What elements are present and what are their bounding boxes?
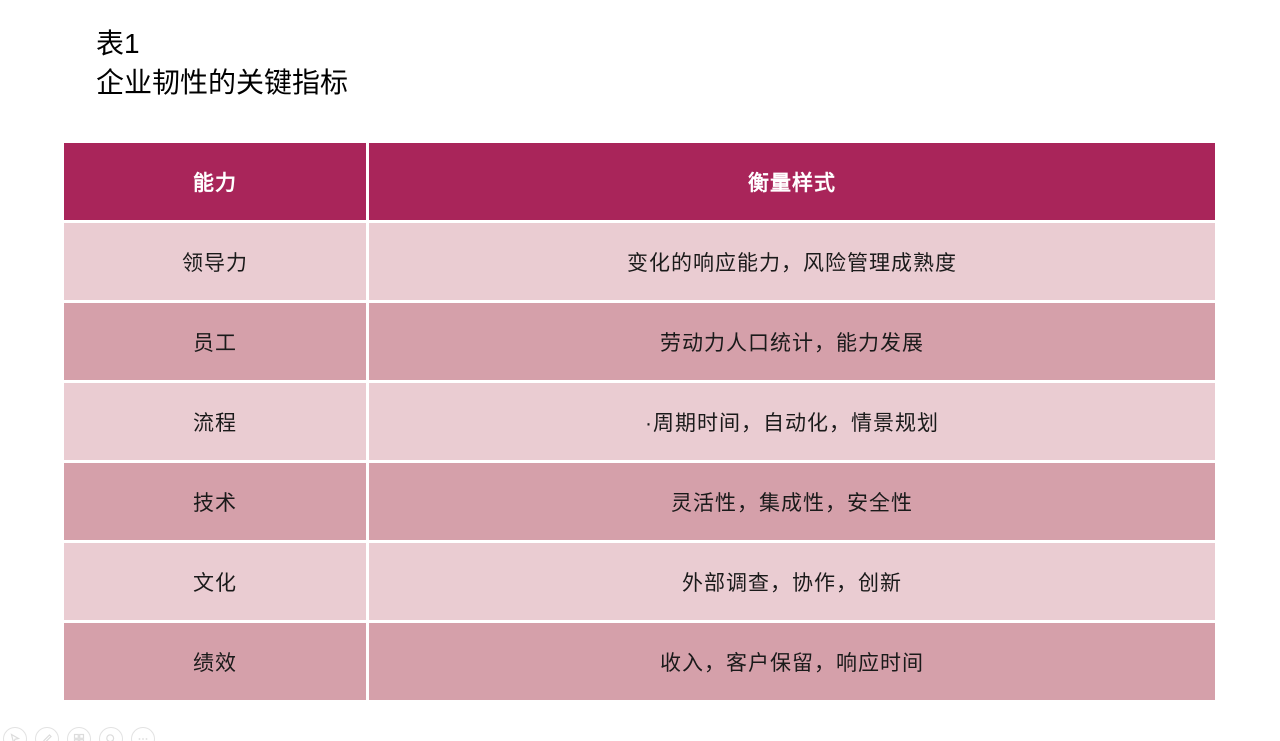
row-measures: 灵活性，集成性，安全性 <box>369 463 1215 540</box>
slide-title: 表1 企业韧性的关键指标 <box>96 24 348 102</box>
table-caption: 企业韧性的关键指标 <box>96 67 349 98</box>
column-header-measures: 衡量样式 <box>369 143 1215 220</box>
row-capability: 文化 <box>64 543 366 620</box>
column-header-capability: 能力 <box>64 143 366 220</box>
pointer-icon[interactable] <box>3 727 27 741</box>
zoom-icon[interactable] <box>99 727 123 741</box>
row-measures: 变化的响应能力，风险管理成熟度 <box>369 223 1215 300</box>
row-measures: 外部调查，协作，创新 <box>369 543 1215 620</box>
row-measures: 劳动力人口统计，能力发展 <box>369 303 1215 380</box>
row-measures: ·周期时间，自动化，情景规划 <box>369 383 1215 460</box>
resilience-indicators-table: 能力 衡量样式 领导力 变化的响应能力，风险管理成熟度 员工 劳动力人口统计，能… <box>64 143 1215 700</box>
presentation-controls <box>3 727 155 741</box>
row-measures: 收入，客户保留，响应时间 <box>369 623 1215 700</box>
row-capability: 领导力 <box>64 223 366 300</box>
more-options-icon[interactable] <box>131 727 155 741</box>
row-capability: 绩效 <box>64 623 366 700</box>
pen-icon[interactable] <box>35 727 59 741</box>
row-capability: 员工 <box>64 303 366 380</box>
slide-grid-icon[interactable] <box>67 727 91 741</box>
row-capability: 技术 <box>64 463 366 540</box>
row-capability: 流程 <box>64 383 366 460</box>
table-number: 表1 <box>96 28 140 59</box>
